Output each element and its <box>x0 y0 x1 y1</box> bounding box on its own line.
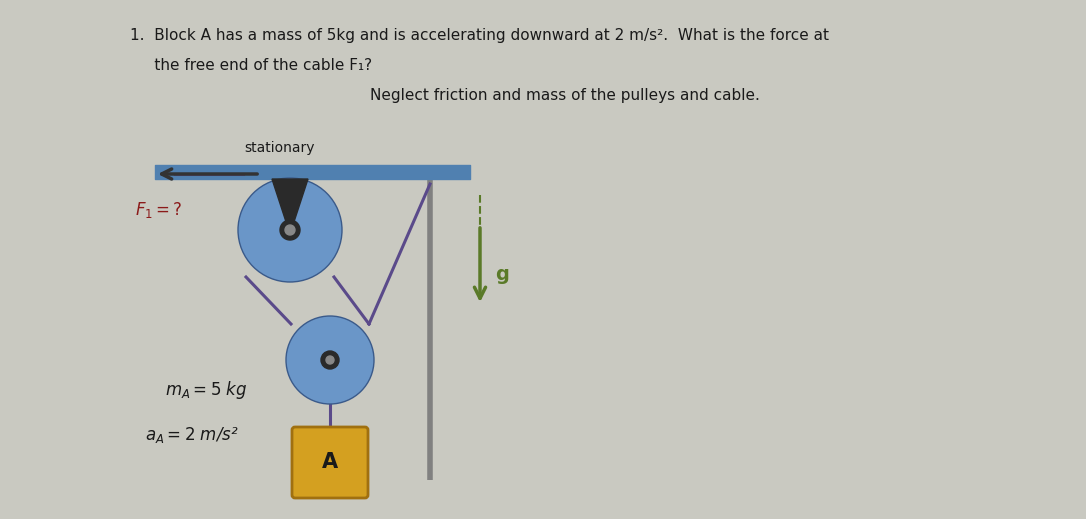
Text: 1.  Block A has a mass of 5kg and is accelerating downward at 2 m/s².  What is t: 1. Block A has a mass of 5kg and is acce… <box>130 28 829 43</box>
Text: $a_A = 2$ m/s²: $a_A = 2$ m/s² <box>146 425 239 445</box>
Circle shape <box>286 316 374 404</box>
Text: $m_A = 5$ kg: $m_A = 5$ kg <box>165 379 248 401</box>
Circle shape <box>321 351 339 369</box>
Circle shape <box>238 178 342 282</box>
Text: the free end of the cable F₁?: the free end of the cable F₁? <box>130 58 372 73</box>
Text: stationary: stationary <box>244 141 315 155</box>
Text: A: A <box>321 453 338 472</box>
Text: Neglect friction and mass of the pulleys and cable.: Neglect friction and mass of the pulleys… <box>370 88 760 103</box>
Polygon shape <box>272 179 308 234</box>
Circle shape <box>326 356 334 364</box>
Circle shape <box>285 225 295 235</box>
Circle shape <box>280 220 300 240</box>
Text: $F_1 = ?$: $F_1 = ?$ <box>135 200 182 220</box>
Text: g: g <box>495 266 509 284</box>
FancyBboxPatch shape <box>292 427 368 498</box>
